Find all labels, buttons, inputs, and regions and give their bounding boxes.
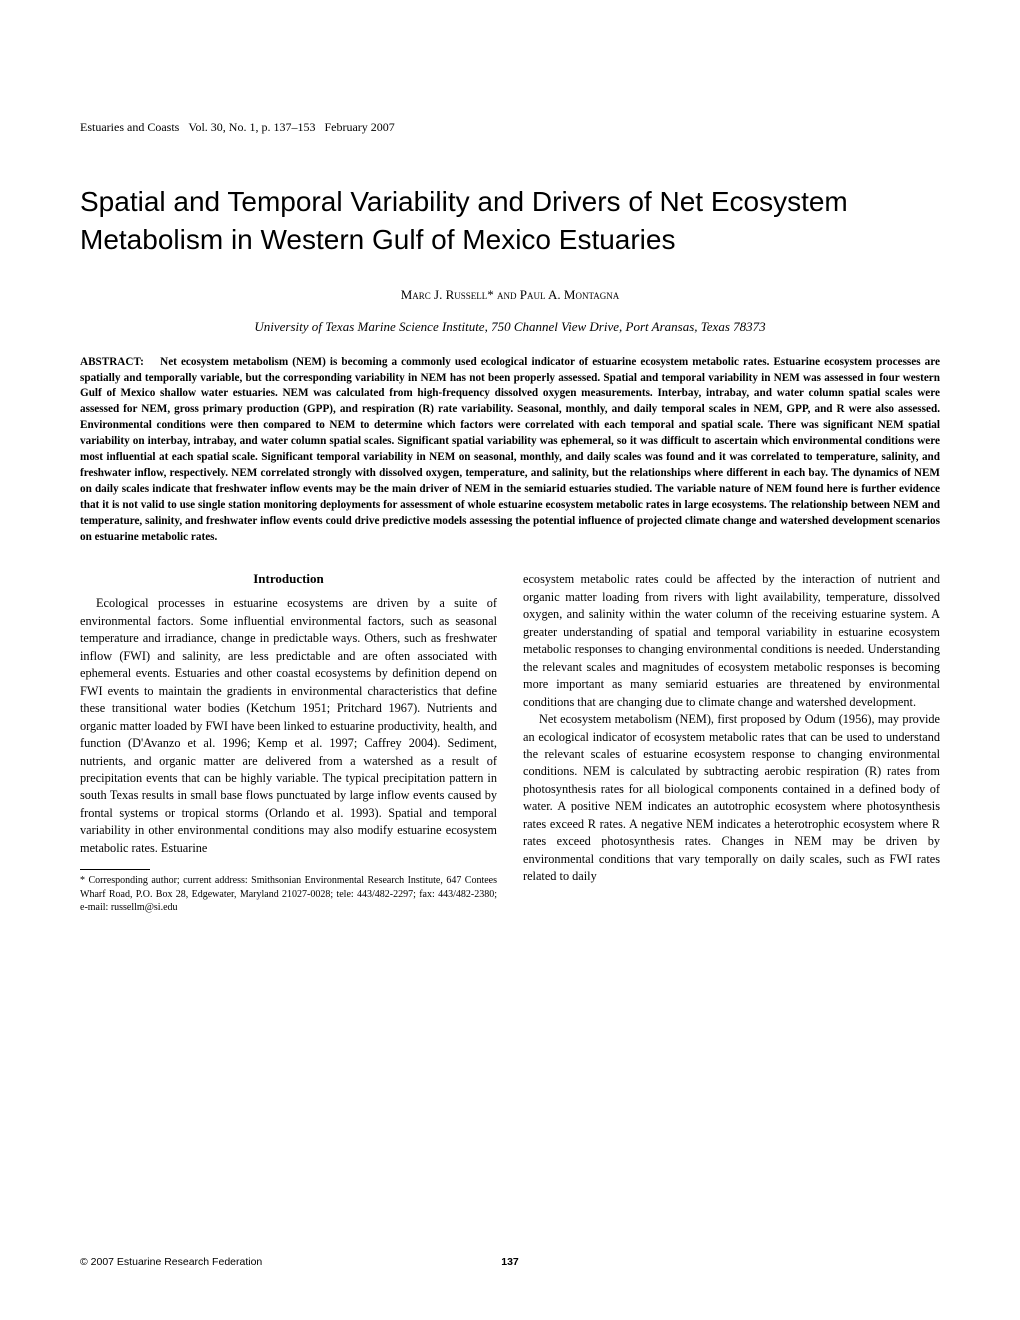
abstract-label: ABSTRACT:	[80, 356, 144, 368]
intro-heading: Introduction	[80, 571, 497, 587]
intro-para-2: Net ecosystem metabolism (NEM), first pr…	[523, 711, 940, 886]
intro-para-1-cont: ecosystem metabolic rates could be affec…	[523, 571, 940, 711]
running-header: Estuaries and Coasts Vol. 30, No. 1, p. …	[80, 120, 940, 135]
author-affiliation: University of Texas Marine Science Insti…	[80, 319, 940, 335]
right-column: ecosystem metabolic rates could be affec…	[523, 571, 940, 914]
abstract-body: Net ecosystem metabolism (NEM) is becomi…	[80, 356, 940, 543]
page-number: 137	[501, 1256, 519, 1268]
journal-name: Estuaries and Coasts	[80, 120, 179, 134]
issue-date: February 2007	[324, 120, 394, 134]
body-columns: Introduction Ecological processes in est…	[80, 571, 940, 914]
author-names: Marc J. Russell* and Paul A. Montagna	[80, 287, 940, 303]
footnote-rule	[80, 869, 150, 870]
intro-para-1: Ecological processes in estuarine ecosys…	[80, 595, 497, 857]
article-title: Spatial and Temporal Variability and Dri…	[80, 183, 940, 259]
left-column: Introduction Ecological processes in est…	[80, 571, 497, 914]
abstract: ABSTRACT: Net ecosystem metabolism (NEM)…	[80, 355, 940, 546]
page-footer: © 2007 Estuarine Research Federation 137	[80, 1256, 940, 1268]
corresponding-author-footnote: * Corresponding author; current address:…	[80, 874, 497, 915]
vol-issue: Vol. 30, No. 1, p. 137–153	[188, 120, 315, 134]
